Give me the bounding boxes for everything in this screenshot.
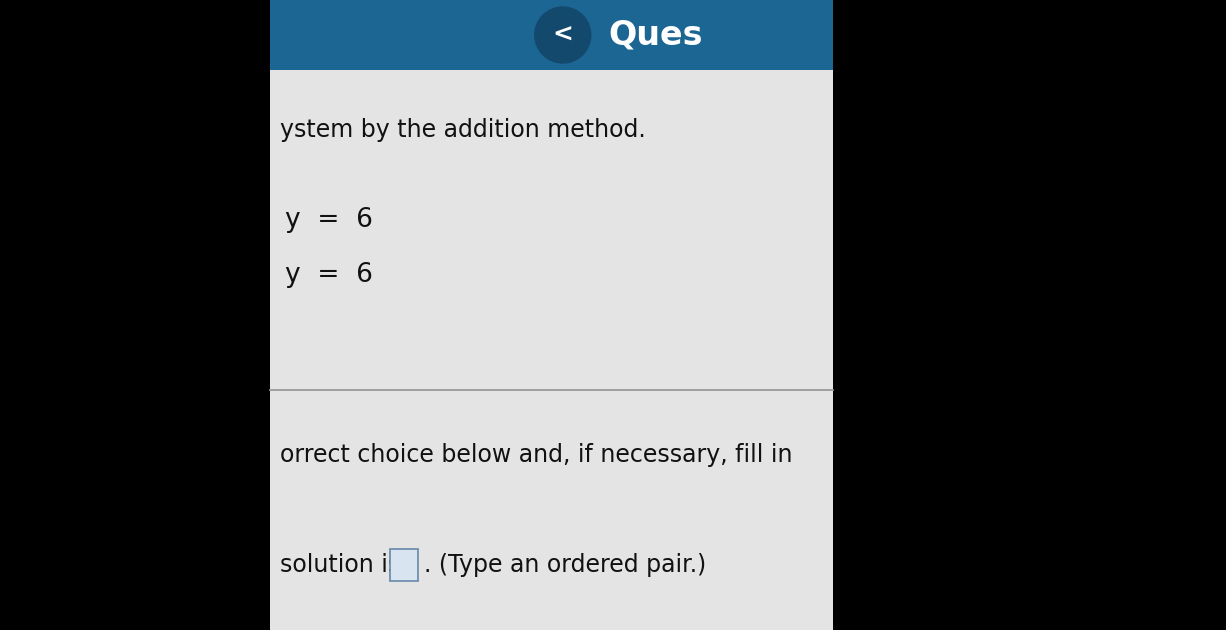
Text: y  =  6: y = 6 xyxy=(284,207,373,233)
Bar xyxy=(270,0,832,630)
Bar xyxy=(390,549,418,581)
Text: Ques: Ques xyxy=(609,18,704,52)
Circle shape xyxy=(535,7,591,63)
Text: solution is: solution is xyxy=(280,553,400,577)
Text: orrect choice below and, if necessary, fill in: orrect choice below and, if necessary, f… xyxy=(280,443,792,467)
Text: . (Type an ordered pair.): . (Type an ordered pair.) xyxy=(424,553,706,577)
Text: y  =  6: y = 6 xyxy=(284,262,373,288)
Text: ystem by the addition method.: ystem by the addition method. xyxy=(280,118,646,142)
Bar xyxy=(270,0,832,70)
Text: <: < xyxy=(553,23,574,47)
